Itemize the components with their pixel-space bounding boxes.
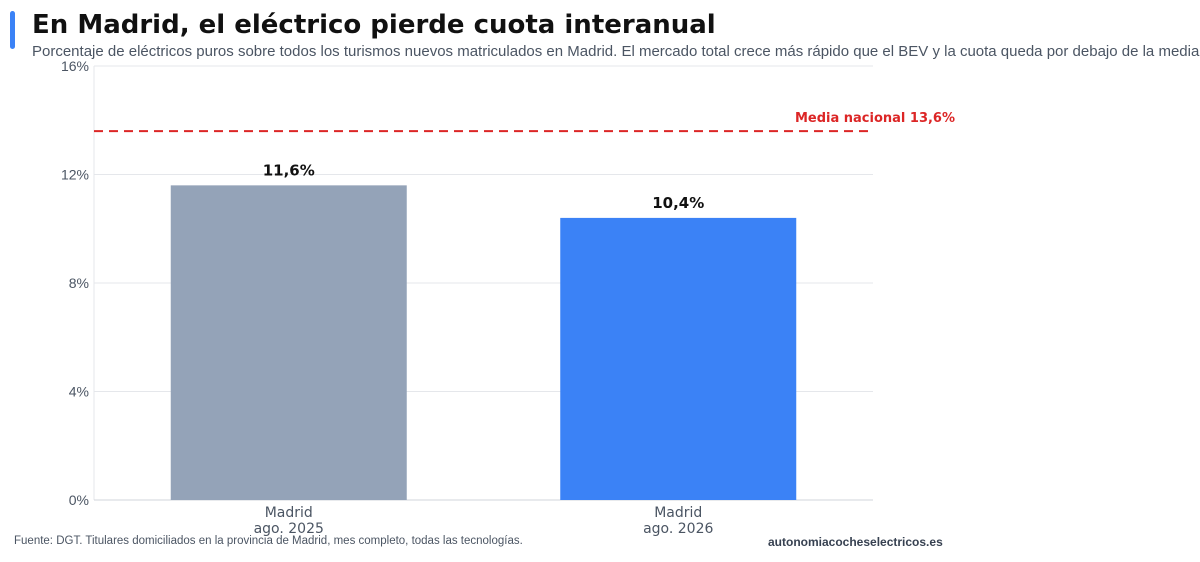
y-tick-label: 8% <box>69 275 89 291</box>
bar <box>560 217 797 500</box>
y-tick-label: 16% <box>61 58 89 74</box>
x-tick-label-line: ago. 2025 <box>254 521 324 537</box>
x-tick-label-line: Madrid <box>265 505 313 521</box>
y-tick-label: 4% <box>69 384 89 400</box>
x-tick-label: Madrid ago. 2026 <box>643 505 713 537</box>
y-tick-label: 12% <box>61 167 89 183</box>
chart-subtitle: Porcentaje de eléctricos puros sobre tod… <box>32 43 1200 60</box>
national-average-label: Media nacional 13,6% <box>795 111 955 126</box>
x-tick-label-line: Madrid <box>654 505 702 521</box>
x-tick-label: Madrid ago. 2025 <box>254 505 324 537</box>
x-tick-label-line: ago. 2026 <box>643 521 713 537</box>
bar <box>170 185 407 500</box>
bar-value-label: 11,6% <box>263 161 315 179</box>
site-credit: autonomiacocheselectricos.es <box>768 535 943 549</box>
y-tick-label: 0% <box>69 492 89 508</box>
chart-title: En Madrid, el eléctrico pierde cuota int… <box>32 10 716 40</box>
bar-value-label: 10,4% <box>652 194 704 212</box>
title-accent-bar <box>10 11 15 49</box>
source-note: Fuente: DGT. Titulares domiciliados en l… <box>14 535 523 547</box>
